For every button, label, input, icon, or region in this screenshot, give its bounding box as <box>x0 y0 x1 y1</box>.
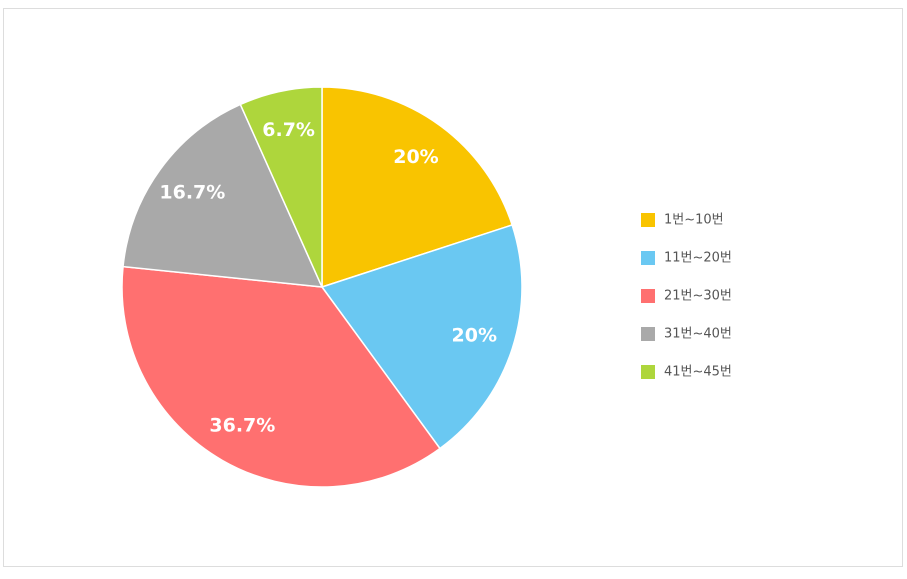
data-label: 16.7% <box>159 182 225 204</box>
data-label: 20% <box>452 325 497 347</box>
data-label: 36.7% <box>209 414 275 436</box>
legend-swatch <box>641 213 655 227</box>
pie-slice <box>239 86 323 288</box>
legend-swatch <box>641 365 655 379</box>
legend-label: 41번~45번 <box>664 365 732 380</box>
legend-label: 31번~40번 <box>664 327 732 342</box>
pie-slice <box>121 265 442 488</box>
pie-slice <box>122 103 324 288</box>
data-label: 20% <box>393 146 438 168</box>
legend-swatch <box>641 289 655 303</box>
legend-swatch <box>641 327 655 341</box>
data-label: 6.7% <box>262 119 315 141</box>
legend-label: 11번~20번 <box>664 251 732 266</box>
legend-swatch <box>641 251 655 265</box>
legend-label: 1번~10번 <box>664 213 724 228</box>
legend-label: 21번~30번 <box>664 289 732 304</box>
pie-slice <box>321 86 514 289</box>
pie-slice <box>320 224 523 450</box>
